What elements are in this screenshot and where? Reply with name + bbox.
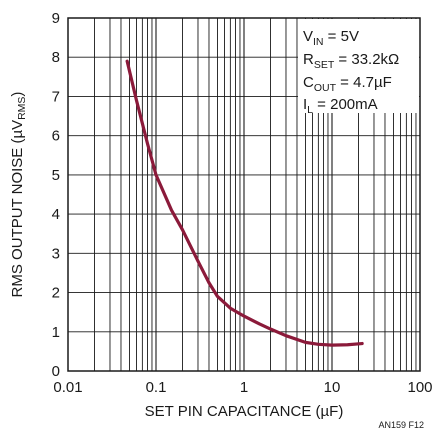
y-tick-label: 1 bbox=[52, 324, 60, 341]
y-tick-label: 0 bbox=[52, 363, 60, 380]
x-tick-label: 10 bbox=[324, 379, 341, 396]
y-tick-label: 3 bbox=[52, 245, 60, 262]
y-axis-label: RMS OUTPUT NOISE (µVRMS) bbox=[9, 92, 28, 298]
x-tick-labels: 0.01 0.1 1 10 100 bbox=[53, 379, 432, 396]
y-tick-labels: 0 1 2 3 4 5 6 7 8 9 bbox=[52, 10, 60, 380]
y-tick-label: 7 bbox=[52, 88, 60, 105]
y-tick-label: 4 bbox=[52, 206, 60, 223]
y-tick-label: 2 bbox=[52, 285, 60, 302]
x-tick-label: 0.01 bbox=[53, 379, 82, 396]
x-tick-label: 1 bbox=[240, 379, 248, 396]
x-tick-label: 100 bbox=[407, 379, 432, 396]
y-tick-label: 5 bbox=[52, 167, 60, 184]
y-tick-label: 9 bbox=[52, 10, 60, 27]
y-tick-label: 6 bbox=[52, 128, 60, 145]
x-axis-label: SET PIN CAPACITANCE (µF) bbox=[145, 403, 344, 420]
x-tick-label: 0.1 bbox=[146, 379, 167, 396]
figure-id: AN159 F12 bbox=[378, 420, 424, 430]
y-tick-label: 8 bbox=[52, 49, 60, 66]
